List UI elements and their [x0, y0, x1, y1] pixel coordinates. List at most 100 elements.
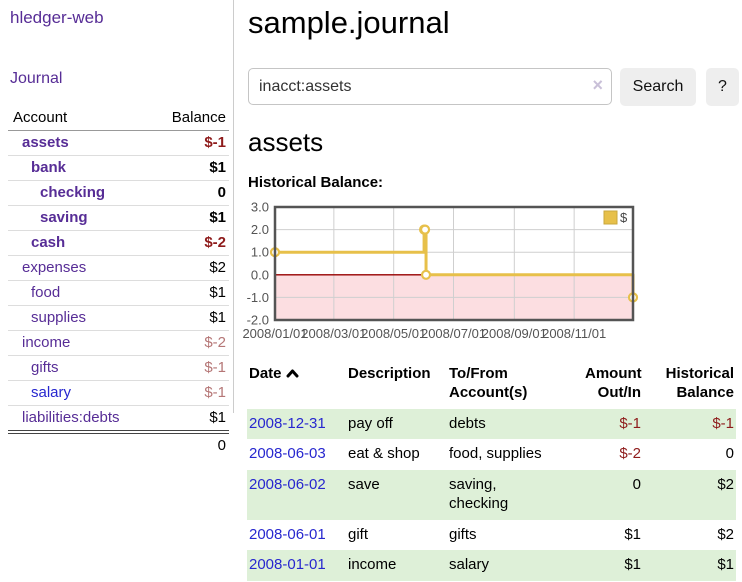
account-row-food: food $1 [8, 281, 229, 306]
transaction-description: gift [348, 525, 369, 543]
register-table: Date Description To/From Account(s) Amou… [247, 361, 736, 581]
account-link-assets[interactable]: assets [22, 134, 69, 151]
account-balance: $1 [209, 309, 226, 326]
account-row-supplies: supplies $1 [8, 306, 229, 331]
app-title-link[interactable]: hledger-web [10, 8, 104, 27]
account-page-title: assets [248, 127, 324, 157]
transaction-amount: $-2 [619, 445, 641, 462]
svg-text:2008/01/01: 2008/01/01 [242, 326, 307, 341]
account-balance: $-2 [204, 234, 226, 251]
register-header-accounts: To/From Account(s) [449, 365, 528, 401]
sidebar-item-journal[interactable]: Journal [10, 70, 63, 87]
account-link-saving[interactable]: saving [40, 209, 88, 226]
search-input[interactable] [248, 68, 612, 105]
transaction-balance: 0 [725, 445, 734, 462]
register-header-row: Date Description To/From Account(s) Amou… [247, 361, 736, 409]
register-header-description: Description [348, 365, 431, 382]
register-row[interactable]: 2008-01-01 income salary $1 $1 [247, 550, 736, 581]
register-header-amount: Amount Out/In [585, 365, 642, 401]
account-link-supplies[interactable]: supplies [31, 309, 87, 326]
account-balance: $1 [209, 284, 226, 301]
register-header-date[interactable]: Date [247, 361, 346, 409]
register-row[interactable]: 2008-06-01 gift gifts $1 $2 [247, 520, 736, 551]
svg-text:2008/07/01: 2008/07/01 [421, 326, 486, 341]
account-balance: $-1 [204, 359, 226, 376]
svg-text:-1.0: -1.0 [247, 290, 269, 305]
account-link-salary[interactable]: salary [31, 384, 72, 401]
sort-ascending-icon [286, 369, 299, 378]
register-row[interactable]: 2008-12-31 pay off debts $-1 $-1 [247, 408, 736, 439]
account-row-expenses: expenses $2 [8, 256, 229, 281]
page-title: sample.journal [248, 5, 450, 40]
clear-search-icon[interactable]: × [592, 75, 603, 95]
account-balance: $1 [209, 409, 226, 426]
historical-balance-chart: $3.0 2.0 1.0 0.0 -1.0 -2.0 2008/01/01 2008/03/0… [236, 200, 686, 346]
transaction-date-link[interactable]: 2008-06-03 [249, 445, 326, 462]
accounts-table-header: Account Balance [8, 106, 229, 131]
account-row-cash: cash $-2 [8, 231, 229, 256]
account-balance: $-2 [204, 334, 226, 351]
account-row-salary: salary $-1 [8, 381, 229, 406]
account-link-food[interactable]: food [31, 284, 61, 301]
transaction-accounts: salary [449, 556, 490, 573]
transaction-accounts: saving, checking [449, 475, 509, 513]
transaction-amount: 0 [632, 475, 641, 493]
svg-text:1.0: 1.0 [251, 245, 269, 260]
transaction-accounts: debts [449, 414, 486, 432]
account-row-checking: checking 0 [8, 181, 229, 206]
account-link-checking[interactable]: checking [40, 184, 106, 201]
svg-text:$: $ [620, 210, 628, 225]
transaction-description: pay off [348, 414, 393, 432]
transaction-date-link[interactable]: 2008-01-01 [249, 556, 326, 573]
transaction-description: eat & shop [348, 445, 420, 462]
register-row[interactable]: 2008-06-03 eat & shop food, supplies $-2… [247, 439, 736, 470]
svg-text:2008/11/01: 2008/11/01 [542, 326, 606, 341]
transaction-date-link[interactable]: 2008-06-02 [249, 475, 326, 493]
transaction-amount: $-1 [619, 414, 641, 432]
account-link-gifts[interactable]: gifts [31, 359, 59, 376]
account-link-bank[interactable]: bank [31, 159, 67, 176]
sidebar-divider [233, 0, 234, 413]
svg-text:2.0: 2.0 [251, 222, 269, 237]
transaction-balance: $2 [717, 475, 734, 493]
help-button[interactable]: ? [706, 68, 739, 106]
account-link-liabilities-debts[interactable]: liabilities:debts [22, 409, 120, 426]
svg-text:3.0: 3.0 [251, 200, 269, 215]
transaction-date-link[interactable]: 2008-06-01 [249, 525, 326, 543]
accounts-header-account: Account [13, 109, 68, 126]
account-balance: $-1 [204, 134, 226, 151]
transaction-balance: $1 [717, 556, 734, 573]
transaction-balance: $-1 [712, 414, 734, 432]
transaction-amount: $1 [624, 556, 641, 573]
svg-text:2008/09/01: 2008/09/01 [482, 326, 547, 341]
account-row-assets: assets $-1 [8, 131, 229, 156]
account-link-expenses[interactable]: expenses [22, 259, 87, 276]
account-balance: $-1 [204, 384, 226, 401]
account-link-income[interactable]: income [22, 334, 71, 351]
account-balance: $1 [209, 159, 226, 176]
accounts-total: 0 [8, 430, 229, 458]
account-balance: $2 [209, 259, 226, 276]
account-row-income: income $-2 [8, 331, 229, 356]
account-row-bank: bank $1 [8, 156, 229, 181]
search-bar: × Search ? [248, 68, 739, 106]
chart-title: Historical Balance: [248, 174, 384, 191]
svg-text:0.0: 0.0 [251, 267, 269, 282]
accounts-table: Account Balance assets $-1 bank $1 check… [8, 106, 229, 458]
account-row-gifts: gifts $-1 [8, 356, 229, 381]
search-button[interactable]: Search [620, 68, 696, 106]
account-row-saving: saving $1 [8, 206, 229, 231]
account-link-cash[interactable]: cash [31, 234, 66, 251]
svg-text:2008/05/01: 2008/05/01 [361, 326, 426, 341]
register-header-balance: Historical Balance [665, 365, 734, 401]
transaction-balance: $2 [717, 525, 734, 543]
transaction-amount: $1 [624, 525, 641, 543]
transaction-accounts: gifts [449, 525, 477, 543]
transaction-description: income [348, 556, 397, 573]
transaction-accounts: food, supplies [449, 445, 542, 462]
transaction-description: save [348, 475, 380, 493]
account-row-liabilities-debts: liabilities:debts $1 [8, 406, 229, 430]
register-row[interactable]: 2008-06-02 save saving, checking 0 $2 [247, 469, 736, 520]
transaction-date-link[interactable]: 2008-12-31 [249, 414, 326, 432]
account-balance: $1 [209, 209, 226, 226]
